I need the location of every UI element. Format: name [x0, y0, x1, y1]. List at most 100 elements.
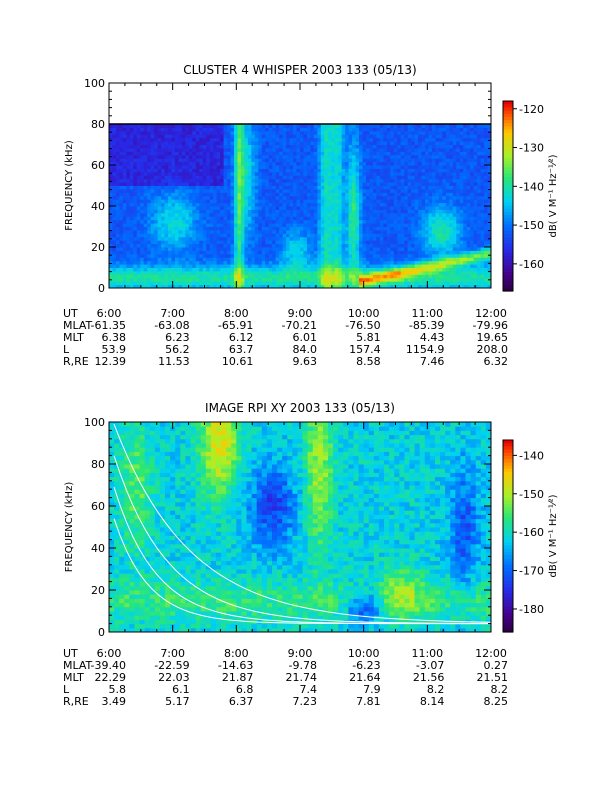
spectrogram-cell — [459, 233, 464, 238]
spectrogram-cell — [129, 229, 134, 234]
spectrogram-cell — [122, 219, 127, 224]
spectrogram-cell — [289, 134, 294, 139]
spectrogram-cell — [230, 165, 235, 169]
spectrogram-cell — [174, 141, 179, 145]
spectrogram-cell — [195, 209, 200, 214]
spectrogram-cell — [150, 206, 155, 210]
spectrogram-cell — [300, 257, 304, 262]
spectrogram-cell — [324, 274, 329, 279]
spectrogram-cell — [147, 209, 152, 214]
spectrogram-cell — [365, 165, 370, 169]
spectrogram-cell — [133, 188, 138, 193]
spectrogram-cell — [386, 175, 391, 180]
spectrogram-cell — [216, 216, 221, 221]
spectrogram-cell — [466, 226, 471, 231]
spectrogram-cell — [306, 247, 311, 251]
spectrogram-cell — [400, 147, 405, 152]
spectrogram-cell — [411, 229, 416, 234]
spectrogram-cell — [192, 151, 197, 156]
spectrogram-cell — [383, 175, 388, 180]
spectrogram-cell — [268, 124, 273, 128]
spectrogram-cell — [456, 223, 461, 227]
spectrogram-cell — [254, 219, 259, 224]
spectrogram-cell — [425, 141, 429, 145]
spectrogram-cell — [345, 124, 350, 128]
spectrogram-cell — [352, 253, 357, 258]
spectrogram-cell — [355, 243, 360, 248]
spectrogram-cell — [324, 144, 329, 149]
spectrogram-cell — [223, 264, 228, 268]
spectrogram-cell — [265, 137, 270, 142]
spectrogram-cell — [223, 141, 228, 145]
spectrogram-cell — [324, 270, 329, 275]
spectrogram-cell — [390, 171, 395, 176]
spectrogram-cell — [397, 277, 402, 282]
spectrogram-cell — [428, 284, 433, 289]
spectrogram-cell — [237, 236, 242, 241]
spectrogram-cell — [251, 158, 256, 163]
spectrogram-cell — [310, 168, 315, 173]
spectrogram-cell — [286, 274, 291, 279]
spectrogram-cell — [109, 274, 113, 279]
spectrogram-cell — [227, 233, 232, 238]
spectrogram-cell — [303, 236, 308, 241]
spectrogram-cell — [352, 257, 357, 262]
spectrogram-cell — [272, 182, 277, 186]
spectrogram-cell — [383, 274, 388, 279]
spectrogram-cell — [320, 165, 325, 169]
spectrogram-cell — [143, 202, 148, 207]
spectrogram-cell — [425, 185, 429, 190]
spectrogram-cell — [286, 243, 291, 248]
spectrogram-cell — [140, 202, 145, 207]
spectrogram-cell — [143, 226, 148, 231]
spectrogram-cell — [216, 281, 221, 286]
spectrogram-cell — [334, 209, 339, 214]
spectrogram-cell — [352, 130, 357, 135]
spectrogram-cell — [265, 168, 270, 173]
spectrogram-cell — [407, 137, 412, 142]
spectrogram-cell — [404, 141, 409, 145]
spectrogram-cell — [317, 147, 322, 152]
spectrogram-cell — [216, 127, 221, 132]
spectrogram-cell — [178, 178, 183, 183]
spectrogram-cell — [324, 192, 329, 197]
spectrogram-cell — [452, 158, 457, 163]
spectrogram-cell — [362, 147, 367, 152]
spectrogram-cell — [209, 216, 214, 221]
spectrogram-cell — [251, 219, 256, 224]
spectrogram-cell — [181, 243, 186, 248]
spectrogram-cell — [348, 219, 353, 224]
spectrogram-cell — [185, 267, 190, 272]
spectrogram-cell — [324, 240, 329, 245]
spectrogram-cell — [168, 223, 173, 227]
spectrogram-cell — [428, 175, 433, 180]
spectrogram-cell — [327, 171, 332, 176]
spectrogram-cell — [122, 212, 127, 217]
spectrogram-cell — [331, 267, 336, 272]
spectrogram-cell — [150, 240, 155, 245]
spectrogram-cell — [220, 195, 225, 200]
spectrogram-cell — [119, 127, 124, 132]
spectrogram-cell — [386, 243, 391, 248]
spectrogram-cell — [251, 182, 256, 186]
spectrogram-cell — [327, 270, 332, 275]
spectrogram-cell — [265, 270, 270, 275]
spectrogram-cell — [251, 212, 256, 217]
spectrogram-cell — [240, 127, 245, 132]
spectrogram-cell — [126, 212, 131, 217]
spectrogram-cell — [136, 161, 141, 166]
spectrogram-cell — [445, 219, 450, 224]
spectrogram-cell — [338, 192, 343, 197]
spectrogram-cell — [112, 274, 117, 279]
spectrogram-cell — [359, 144, 364, 149]
spectrogram-cell — [268, 243, 273, 248]
spectrogram-cell — [174, 243, 179, 248]
spectrogram-cell — [341, 141, 346, 145]
spectrogram-cell — [143, 257, 148, 262]
spectrogram-cell — [181, 267, 186, 272]
spectrogram-cell — [223, 209, 228, 214]
spectrogram-cell — [247, 264, 252, 268]
spectrogram-cell — [195, 236, 200, 241]
spectrogram-cell — [331, 188, 336, 193]
spectrogram-cell — [463, 281, 468, 286]
